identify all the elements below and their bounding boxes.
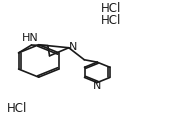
Text: HCl: HCl: [101, 14, 121, 27]
Text: HCl: HCl: [101, 2, 121, 15]
Text: HN: HN: [21, 33, 38, 43]
Text: N: N: [69, 42, 77, 52]
Text: N: N: [93, 81, 101, 91]
Text: HCl: HCl: [7, 102, 27, 115]
